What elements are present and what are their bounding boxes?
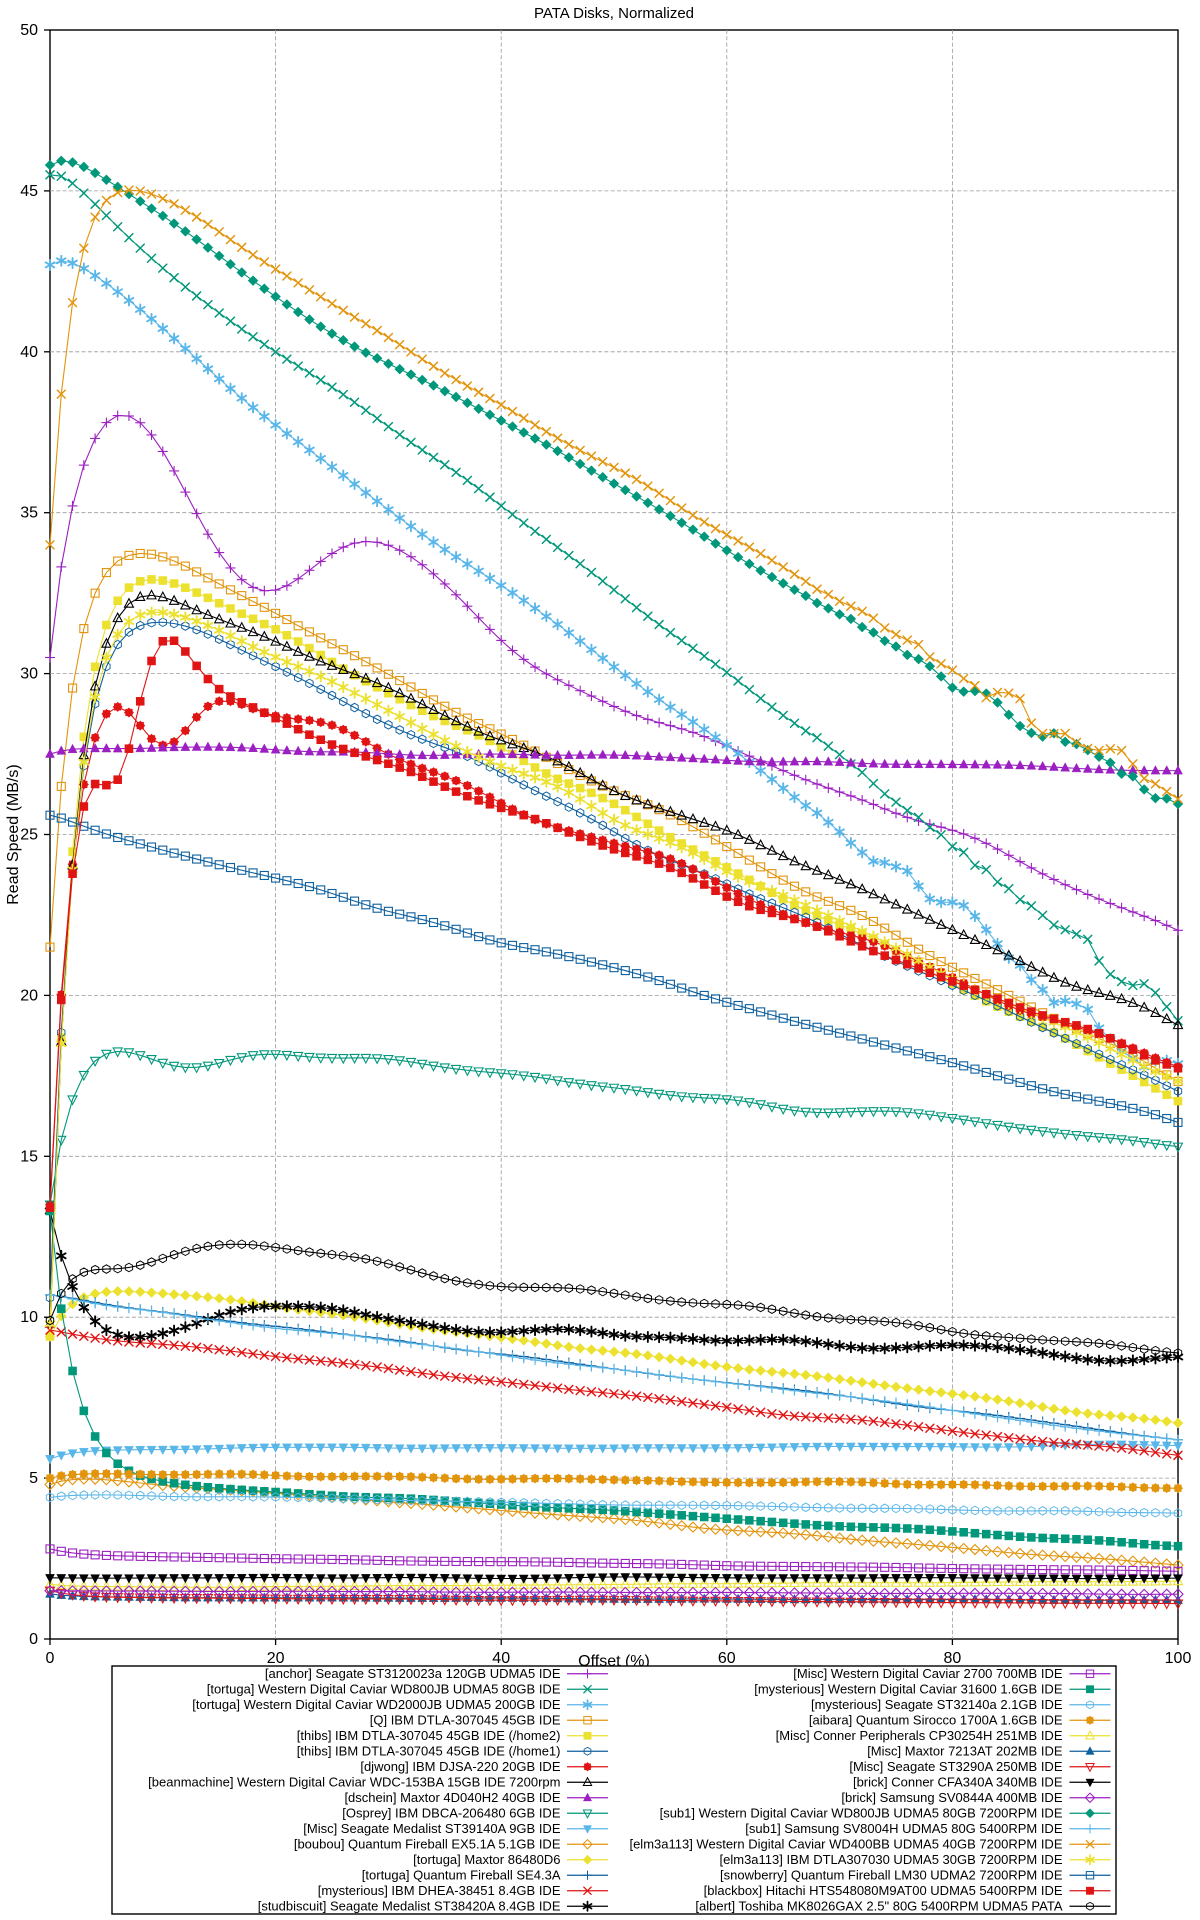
svg-text:[studbiscuit] Seagate Medalist: [studbiscuit] Seagate Medalist ST38420A …: [258, 1899, 561, 1914]
svg-text:Read Speed (MB/s): Read Speed (MB/s): [5, 764, 22, 905]
svg-text:[blackbox] Hitachi HTS548080M9: [blackbox] Hitachi HTS548080M9AT00 UDMA5…: [704, 1883, 1063, 1898]
svg-text:45: 45: [20, 183, 38, 200]
svg-text:[brick] Conner CFA340A 340MB I: [brick] Conner CFA340A 340MB IDE: [853, 1775, 1063, 1790]
svg-text:[tortuga] Quantum Fireball SE4: [tortuga] Quantum Fireball SE4.3A: [362, 1868, 561, 1883]
svg-text:20: 20: [267, 1650, 285, 1667]
svg-text:[elm3a113] IBM DTLA307030 UDMA: [elm3a113] IBM DTLA307030 UDMA5 30GB 720…: [720, 1852, 1063, 1867]
svg-text:[thibs] IBM DTLA-307045 45GB I: [thibs] IBM DTLA-307045 45GB IDE (/home2…: [297, 1728, 561, 1743]
svg-text:[anchor] Seagate ST3120023a 12: [anchor] Seagate ST3120023a 120GB UDMA5 …: [265, 1666, 561, 1681]
svg-text:[tortuga] Maxtor 86480D6: [tortuga] Maxtor 86480D6: [413, 1852, 560, 1867]
svg-text:0: 0: [46, 1650, 55, 1667]
svg-text:30: 30: [20, 666, 38, 683]
svg-text:[aibara] Quantum Sirocco 1700A: [aibara] Quantum Sirocco 1700A 1.6GB IDE: [809, 1713, 1063, 1728]
svg-text:[Osprey] IBM DBCA-206480 6GB I: [Osprey] IBM DBCA-206480 6GB IDE: [342, 1806, 561, 1821]
svg-text:60: 60: [718, 1650, 736, 1667]
svg-text:25: 25: [20, 827, 38, 844]
svg-text:[brick] Samsung SV0844A 400MB: [brick] Samsung SV0844A 400MB IDE: [841, 1790, 1062, 1805]
svg-text:50: 50: [20, 22, 38, 39]
svg-text:[boubou] Quantum Fireball EX5.: [boubou] Quantum Fireball EX5.1A 5.1GB I…: [294, 1837, 561, 1852]
svg-text:[djwong] IBM DJSA-220 20GB IDE: [djwong] IBM DJSA-220 20GB IDE: [360, 1759, 560, 1774]
svg-text:10: 10: [20, 1309, 38, 1326]
svg-text:[sub1] Samsung SV8004H UDMA5 8: [sub1] Samsung SV8004H UDMA5 80G 5400RPM…: [745, 1821, 1063, 1836]
svg-text:[tortuga] Western Digital Cavi: [tortuga] Western Digital Caviar WD2000J…: [192, 1697, 561, 1712]
svg-text:35: 35: [20, 505, 38, 522]
svg-text:[Misc] Seagate Medalist ST3914: [Misc] Seagate Medalist ST39140A 9GB IDE: [303, 1821, 561, 1836]
svg-text:[mysterious] Seagate ST32140a: [mysterious] Seagate ST32140a 2.1GB IDE: [811, 1697, 1063, 1712]
svg-text:[Q] IBM DTLA-307045 45GB IDE: [Q] IBM DTLA-307045 45GB IDE: [370, 1713, 561, 1728]
svg-text:40: 40: [20, 344, 38, 361]
svg-text:[thibs] IBM DTLA-307045 45GB I: [thibs] IBM DTLA-307045 45GB IDE (/home1…: [297, 1744, 561, 1759]
svg-text:[sub1] Western Digital Caviar: [sub1] Western Digital Caviar WD800JB UD…: [660, 1806, 1063, 1821]
svg-text:40: 40: [492, 1650, 510, 1667]
svg-text:0: 0: [29, 1631, 38, 1648]
svg-text:100: 100: [1165, 1650, 1192, 1667]
svg-text:[Misc] Conner Peripherals CP30: [Misc] Conner Peripherals CP30254H 251MB…: [776, 1728, 1063, 1743]
svg-text:[tortuga] Western Digital Cavi: [tortuga] Western Digital Caviar WD800JB…: [207, 1682, 561, 1697]
svg-text:[elm3a113] Western Digital Cav: [elm3a113] Western Digital Caviar WD400B…: [629, 1837, 1062, 1852]
svg-text:80: 80: [944, 1650, 962, 1667]
svg-text:[albert] Toshiba MK8026GAX 2.5: [albert] Toshiba MK8026GAX 2.5" 80G 5400…: [695, 1899, 1062, 1914]
svg-text:[Misc] Seagate ST3290A 250MB I: [Misc] Seagate ST3290A 250MB IDE: [849, 1759, 1062, 1774]
svg-text:15: 15: [20, 1148, 38, 1165]
svg-text:[Misc] Western Digital Caviar: [Misc] Western Digital Caviar 2700 700MB…: [793, 1666, 1063, 1681]
svg-text:[mysterious] IBM DHEA-38451 8.: [mysterious] IBM DHEA-38451 8.4GB IDE: [318, 1883, 561, 1898]
svg-text:5: 5: [29, 1470, 38, 1487]
svg-text:[Misc] Maxtor 7213AT 202MB IDE: [Misc] Maxtor 7213AT 202MB IDE: [867, 1744, 1063, 1759]
svg-text:[dschein] Maxtor 4D040H2 40GB: [dschein] Maxtor 4D040H2 40GB IDE: [344, 1790, 560, 1805]
svg-text:[mysterious] Western Digital C: [mysterious] Western Digital Caviar 3160…: [754, 1682, 1063, 1697]
svg-text:[beanmachine] Western Digital: [beanmachine] Western Digital Caviar WDC…: [148, 1775, 560, 1790]
svg-text:[snowberry] Quantum Fireball L: [snowberry] Quantum Fireball LM30 UDMA2 …: [720, 1868, 1063, 1883]
svg-text:PATA Disks, Normalized: PATA Disks, Normalized: [534, 5, 694, 22]
svg-text:20: 20: [20, 987, 38, 1004]
